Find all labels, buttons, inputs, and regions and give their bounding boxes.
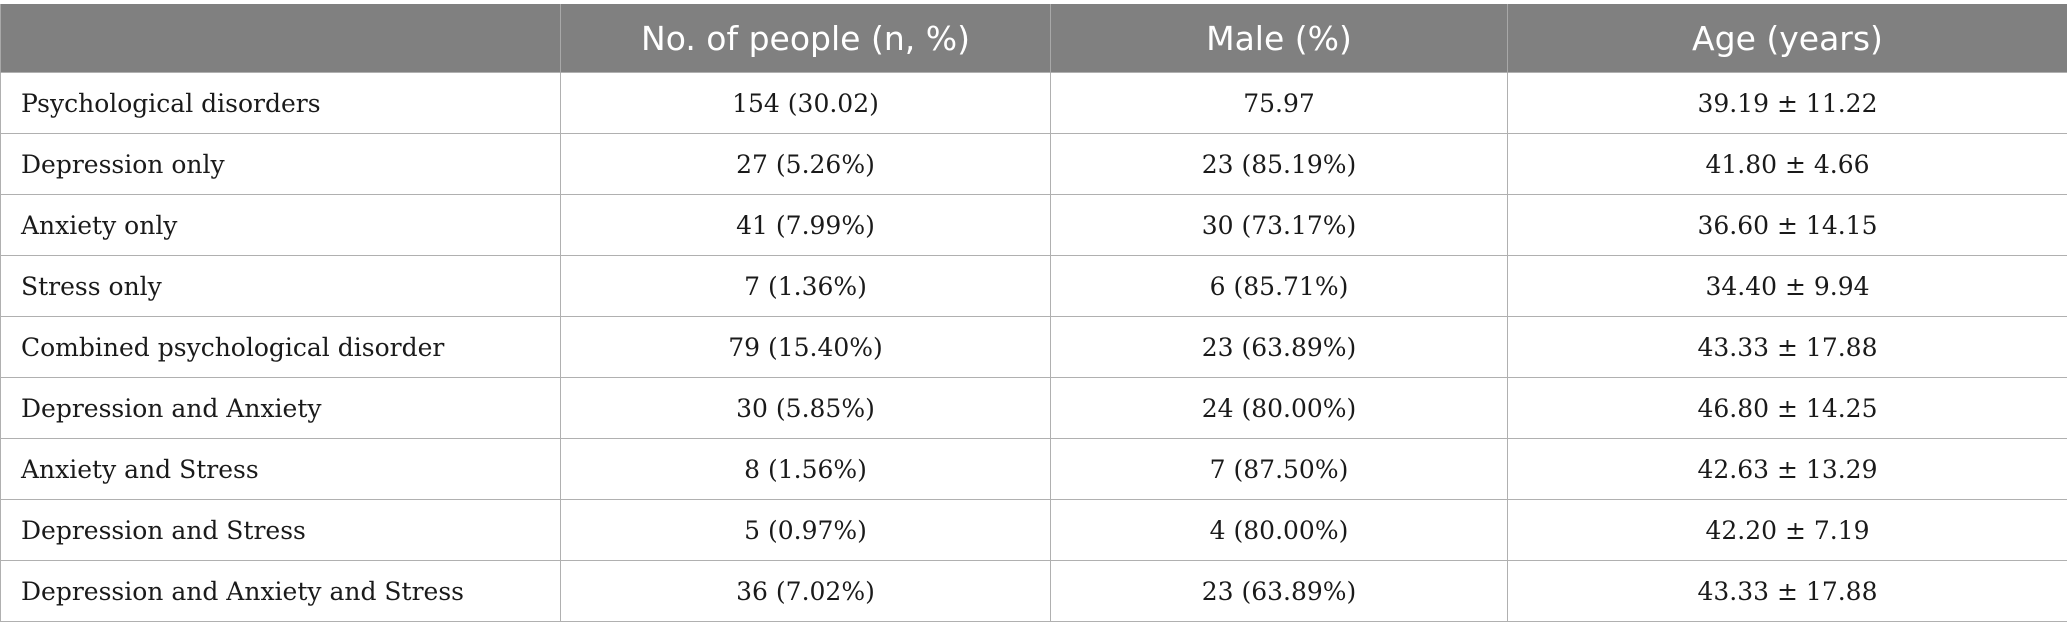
header-row: No. of people (n, %) Male (%) Age (years…	[0, 4, 2067, 73]
row-count: 36 (7.02%)	[560, 560, 1051, 622]
table-row: Depression and Stress 5 (0.97%) 4 (80.00…	[0, 499, 2067, 561]
table-row: Combined psychological disorder 79 (15.4…	[0, 316, 2067, 378]
header-age: Age (years)	[1507, 4, 2067, 73]
row-count: 27 (5.26%)	[560, 133, 1051, 195]
table-row: Depression and Anxiety and Stress 36 (7.…	[0, 560, 2067, 622]
row-count: 41 (7.99%)	[560, 194, 1051, 256]
row-age: 43.33 ± 17.88	[1507, 560, 2067, 622]
row-male: 6 (85.71%)	[1050, 255, 1508, 317]
row-count: 154 (30.02)	[560, 72, 1051, 134]
table-row: Psychological disorders 154 (30.02) 75.9…	[0, 72, 2067, 134]
row-male: 4 (80.00%)	[1050, 499, 1508, 561]
row-count: 30 (5.85%)	[560, 377, 1051, 439]
row-count: 7 (1.36%)	[560, 255, 1051, 317]
row-male: 23 (85.19%)	[1050, 133, 1508, 195]
row-label: Combined psychological disorder	[0, 316, 561, 378]
row-label: Depression and Anxiety and Stress	[0, 560, 561, 622]
row-age: 46.80 ± 14.25	[1507, 377, 2067, 439]
row-age: 39.19 ± 11.22	[1507, 72, 2067, 134]
row-male: 24 (80.00%)	[1050, 377, 1508, 439]
row-age: 36.60 ± 14.15	[1507, 194, 2067, 256]
row-male: 7 (87.50%)	[1050, 438, 1508, 500]
row-age: 34.40 ± 9.94	[1507, 255, 2067, 317]
row-age: 42.63 ± 13.29	[1507, 438, 2067, 500]
row-male: 75.97	[1050, 72, 1508, 134]
row-count: 79 (15.40%)	[560, 316, 1051, 378]
table-row: Anxiety and Stress 8 (1.56%) 7 (87.50%) …	[0, 438, 2067, 500]
row-male: 23 (63.89%)	[1050, 560, 1508, 622]
table-row: Stress only 7 (1.36%) 6 (85.71%) 34.40 ±…	[0, 255, 2067, 317]
data-table-container: No. of people (n, %) Male (%) Age (years…	[0, 4, 2067, 622]
row-label: Anxiety only	[0, 194, 561, 256]
row-count: 8 (1.56%)	[560, 438, 1051, 500]
table-row: Depression only 27 (5.26%) 23 (85.19%) 4…	[0, 133, 2067, 195]
row-count: 5 (0.97%)	[560, 499, 1051, 561]
row-age: 43.33 ± 17.88	[1507, 316, 2067, 378]
table-header: No. of people (n, %) Male (%) Age (years…	[0, 4, 2067, 73]
row-male: 30 (73.17%)	[1050, 194, 1508, 256]
psychological-disorders-table: No. of people (n, %) Male (%) Age (years…	[0, 4, 2067, 622]
row-label: Depression and Anxiety	[0, 377, 561, 439]
row-label: Stress only	[0, 255, 561, 317]
header-category	[0, 4, 561, 73]
row-label: Depression only	[0, 133, 561, 195]
header-male: Male (%)	[1050, 4, 1508, 73]
header-count: No. of people (n, %)	[560, 4, 1051, 73]
row-age: 41.80 ± 4.66	[1507, 133, 2067, 195]
table-row: Anxiety only 41 (7.99%) 30 (73.17%) 36.6…	[0, 194, 2067, 256]
row-male: 23 (63.89%)	[1050, 316, 1508, 378]
row-label: Anxiety and Stress	[0, 438, 561, 500]
table-row: Depression and Anxiety 30 (5.85%) 24 (80…	[0, 377, 2067, 439]
row-age: 42.20 ± 7.19	[1507, 499, 2067, 561]
row-label: Depression and Stress	[0, 499, 561, 561]
table-body: Psychological disorders 154 (30.02) 75.9…	[0, 72, 2067, 622]
row-label: Psychological disorders	[0, 72, 561, 134]
